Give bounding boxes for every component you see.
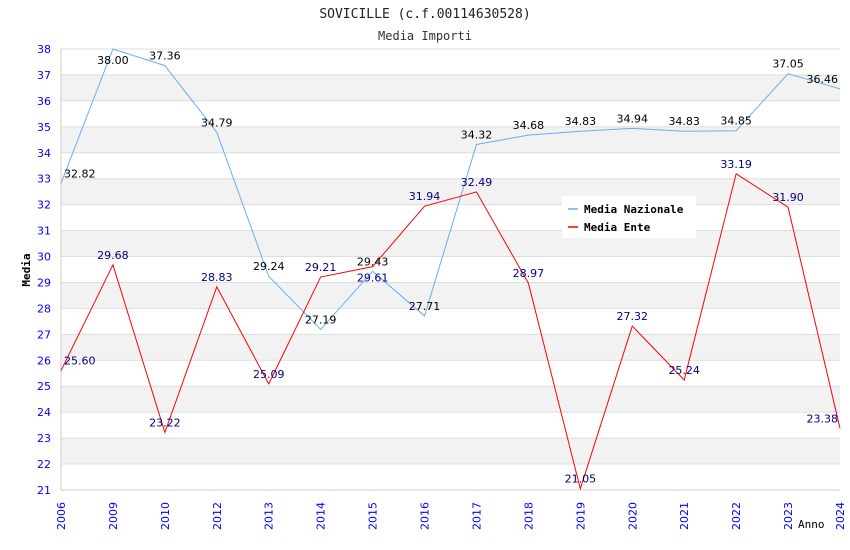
grid-band [61,438,840,465]
data-label: 27.71 [409,300,441,313]
x-tick-label: 2023 [782,502,795,530]
data-label: 37.36 [149,50,181,63]
x-tick-label: 2021 [678,502,691,530]
grid-band [61,282,840,309]
legend-label-nazionale: Media Nazionale [584,203,684,216]
x-tick-label: 2024 [834,502,847,530]
data-label: 32.82 [64,167,96,180]
y-tick-label: 32 [37,199,51,212]
data-label: 23.22 [149,416,181,429]
data-label: 32.49 [461,176,493,189]
y-tick-label: 34 [37,147,51,160]
data-label: 29.24 [253,260,285,273]
y-tick-label: 21 [37,484,51,497]
data-label: 34.94 [617,112,649,125]
data-label: 34.32 [461,128,493,141]
data-label: 37.05 [772,58,804,71]
data-label: 34.83 [565,115,597,128]
data-label: 25.24 [668,364,700,377]
x-tick-label: 2006 [55,502,68,530]
series-line-1 [60,172,841,491]
x-tick-label: 2020 [626,502,639,530]
x-tick-label: 2010 [159,502,172,530]
data-label: 27.32 [617,310,649,323]
y-tick-label: 23 [37,432,51,445]
data-label: 34.68 [513,119,545,132]
x-tick-label: 2019 [574,502,587,530]
data-label: 29.21 [305,261,337,274]
chart-subtitle: Media Importi [378,29,472,43]
y-tick-label: 27 [37,328,51,341]
y-tick-label: 31 [37,225,51,238]
data-label: 36.46 [807,73,839,86]
data-label: 28.97 [513,267,545,280]
y-tick-label: 33 [37,173,51,186]
x-tick-label: 2009 [107,502,120,530]
data-label: 29.68 [97,249,129,262]
y-tick-label: 25 [37,380,51,393]
x-axis-label: Anno [798,518,825,531]
data-label: 29.61 [357,272,389,285]
chart-title: SOVICILLE (c.f.00114630528) [319,7,530,22]
x-tick-label: 2012 [211,502,224,530]
y-tick-label: 36 [37,95,51,108]
data-label: 31.90 [772,191,804,204]
x-tick-label: 2018 [522,502,535,530]
y-tick-label: 28 [37,302,51,315]
x-tick-label: 2014 [315,502,328,530]
legend: Media Nazionale Media Ente [562,196,696,238]
y-tick-label: 22 [37,458,51,471]
data-label: 29.43 [357,255,389,268]
y-tick-label: 26 [37,354,51,367]
grid-band [61,386,840,413]
x-tick-label: 2013 [263,502,276,530]
y-tick-label: 29 [37,276,51,289]
data-label: 25.09 [253,368,285,381]
grid-band [61,334,840,361]
data-label: 21.05 [565,473,597,486]
legend-label-ente: Media Ente [584,221,651,234]
y-tick-label: 37 [37,69,51,82]
data-label: 34.79 [201,116,233,129]
grid-band [61,178,840,205]
data-label: 34.83 [668,115,700,128]
data-label: 33.19 [720,158,752,171]
y-tick-label: 38 [37,43,51,56]
data-label: 38.00 [97,54,129,67]
data-label: 34.85 [720,115,752,128]
grid-band [61,74,840,101]
grid-band [61,230,840,257]
y-tick-label: 30 [37,251,51,264]
data-label: 28.83 [201,271,233,284]
y-axis-label: Media [20,253,33,286]
data-label: 31.94 [409,190,441,203]
data-label: 23.38 [807,412,839,425]
x-tick-label: 2017 [470,502,483,530]
x-tick-label: 2022 [730,502,743,530]
series-line-0 [60,48,841,331]
data-label: 27.19 [305,313,337,326]
y-tick-label: 24 [37,406,51,419]
y-tick-label: 35 [37,121,51,134]
data-label: 25.60 [64,355,96,368]
x-tick-label: 2016 [419,502,432,530]
x-tick-label: 2015 [367,502,380,530]
